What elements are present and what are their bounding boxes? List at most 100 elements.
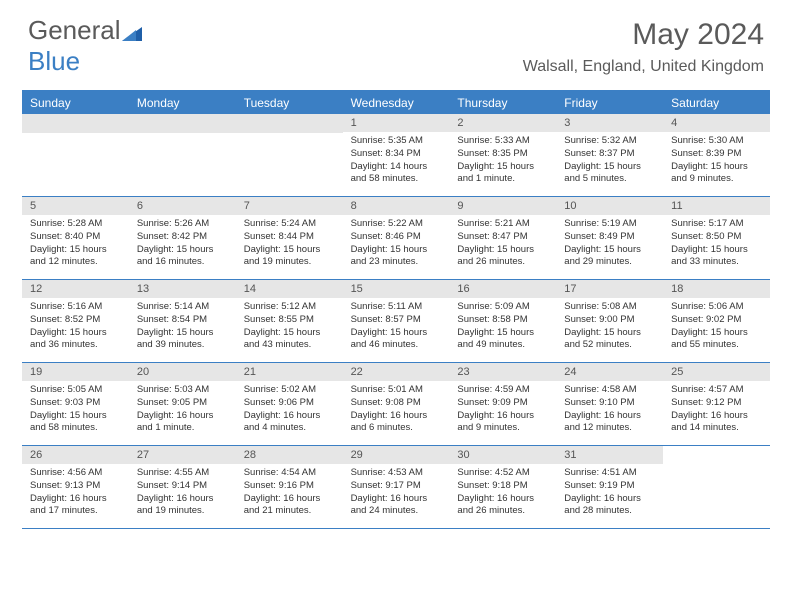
- sunset-text: Sunset: 8:46 PM: [351, 231, 442, 244]
- sunset-text: Sunset: 8:55 PM: [244, 314, 335, 327]
- week-row: 19Sunrise: 5:05 AMSunset: 9:03 PMDayligh…: [22, 363, 770, 446]
- sunset-text: Sunset: 9:18 PM: [457, 480, 548, 493]
- day-info: Sunrise: 5:21 AMSunset: 8:47 PMDaylight:…: [449, 215, 556, 273]
- day-number: 30: [449, 446, 556, 464]
- daylight-text: Daylight: 16 hours and 28 minutes.: [564, 493, 655, 519]
- day-number: 19: [22, 363, 129, 381]
- sunset-text: Sunset: 8:52 PM: [30, 314, 121, 327]
- sunset-text: Sunset: 8:39 PM: [671, 148, 762, 161]
- day-number: 6: [129, 197, 236, 215]
- day-cell: [22, 114, 129, 196]
- day-number: 21: [236, 363, 343, 381]
- daylight-text: Daylight: 15 hours and 23 minutes.: [351, 244, 442, 270]
- day-number: 16: [449, 280, 556, 298]
- sunrise-text: Sunrise: 5:14 AM: [137, 301, 228, 314]
- sunset-text: Sunset: 8:44 PM: [244, 231, 335, 244]
- day-cell: 12 Sunrise: 5:16 AMSunset: 8:52 PMDayligh…: [22, 280, 129, 362]
- day-info: Sunrise: 5:35 AMSunset: 8:34 PMDaylight:…: [343, 132, 450, 190]
- day-number: 31: [556, 446, 663, 464]
- sunset-text: Sunset: 9:10 PM: [564, 397, 655, 410]
- day-cell: [236, 114, 343, 196]
- day-info: Sunrise: 5:03 AMSunset: 9:05 PMDaylight:…: [129, 381, 236, 439]
- day-number: 28: [236, 446, 343, 464]
- day-cell: 8Sunrise: 5:22 AMSunset: 8:46 PMDaylight…: [343, 197, 450, 279]
- day-cell: 11Sunrise: 5:17 AMSunset: 8:50 PMDayligh…: [663, 197, 770, 279]
- day-cell: 4Sunrise: 5:30 AMSunset: 8:39 PMDaylight…: [663, 114, 770, 196]
- daylight-text: Daylight: 16 hours and 6 minutes.: [351, 410, 442, 436]
- weekday-header: Wednesday: [343, 92, 450, 114]
- sunrise-text: Sunrise: 5:33 AM: [457, 135, 548, 148]
- day-cell: [129, 114, 236, 196]
- day-info: Sunrise: 4:57 AMSunset: 9:12 PMDaylight:…: [663, 381, 770, 439]
- sunrise-text: Sunrise: 5:08 AM: [564, 301, 655, 314]
- day-cell: 7Sunrise: 5:24 AMSunset: 8:44 PMDaylight…: [236, 197, 343, 279]
- daylight-text: Daylight: 15 hours and 26 minutes.: [457, 244, 548, 270]
- brand-logo: GeneralBlue: [28, 18, 142, 73]
- day-info: Sunrise: 4:55 AMSunset: 9:14 PMDaylight:…: [129, 464, 236, 522]
- sunset-text: Sunset: 8:40 PM: [30, 231, 121, 244]
- day-info: Sunrise: 5:02 AMSunset: 9:06 PMDaylight:…: [236, 381, 343, 439]
- day-number: 12: [22, 280, 129, 298]
- day-cell: 23Sunrise: 4:59 AMSunset: 9:09 PMDayligh…: [449, 363, 556, 445]
- weeks-container: 1Sunrise: 5:35 AMSunset: 8:34 PMDaylight…: [22, 114, 770, 529]
- daylight-text: Daylight: 15 hours and 39 minutes.: [137, 327, 228, 353]
- daylight-text: Daylight: 14 hours and 58 minutes.: [351, 161, 442, 187]
- logo-triangle-icon: [122, 20, 142, 45]
- day-cell: 19Sunrise: 5:05 AMSunset: 9:03 PMDayligh…: [22, 363, 129, 445]
- weekday-header: Friday: [556, 92, 663, 114]
- sunset-text: Sunset: 8:47 PM: [457, 231, 548, 244]
- daylight-text: Daylight: 15 hours and 16 minutes.: [137, 244, 228, 270]
- day-number: 17: [556, 280, 663, 298]
- day-info: Sunrise: 5:12 AMSunset: 8:55 PMDaylight:…: [236, 298, 343, 356]
- day-number: 29: [343, 446, 450, 464]
- day-info: Sunrise: 5:28 AMSunset: 8:40 PMDaylight:…: [22, 215, 129, 273]
- day-info: Sunrise: 5:33 AMSunset: 8:35 PMDaylight:…: [449, 132, 556, 190]
- day-info: Sunrise: 4:56 AMSunset: 9:13 PMDaylight:…: [22, 464, 129, 522]
- sunset-text: Sunset: 8:37 PM: [564, 148, 655, 161]
- day-number: 22: [343, 363, 450, 381]
- weekday-header-row: SundayMondayTuesdayWednesdayThursdayFrid…: [22, 92, 770, 114]
- sunrise-text: Sunrise: 4:57 AM: [671, 384, 762, 397]
- sunrise-text: Sunrise: 5:32 AM: [564, 135, 655, 148]
- sunrise-text: Sunrise: 5:16 AM: [30, 301, 121, 314]
- sunrise-text: Sunrise: 5:19 AM: [564, 218, 655, 231]
- daylight-text: Daylight: 15 hours and 9 minutes.: [671, 161, 762, 187]
- sunrise-text: Sunrise: 5:30 AM: [671, 135, 762, 148]
- day-cell: 3Sunrise: 5:32 AMSunset: 8:37 PMDaylight…: [556, 114, 663, 196]
- day-cell: 29Sunrise: 4:53 AMSunset: 9:17 PMDayligh…: [343, 446, 450, 528]
- brand-part1: General: [28, 15, 121, 45]
- header: GeneralBlue May 2024 Walsall, England, U…: [0, 0, 792, 82]
- sunset-text: Sunset: 9:17 PM: [351, 480, 442, 493]
- day-cell: 9Sunrise: 5:21 AMSunset: 8:47 PMDaylight…: [449, 197, 556, 279]
- day-number: 8: [343, 197, 450, 215]
- day-info: Sunrise: 5:11 AMSunset: 8:57 PMDaylight:…: [343, 298, 450, 356]
- day-info: Sunrise: 5:09 AMSunset: 8:58 PMDaylight:…: [449, 298, 556, 356]
- daylight-text: Daylight: 15 hours and 46 minutes.: [351, 327, 442, 353]
- daylight-text: Daylight: 16 hours and 14 minutes.: [671, 410, 762, 436]
- daylight-text: Daylight: 16 hours and 21 minutes.: [244, 493, 335, 519]
- sunset-text: Sunset: 9:02 PM: [671, 314, 762, 327]
- day-cell: 25Sunrise: 4:57 AMSunset: 9:12 PMDayligh…: [663, 363, 770, 445]
- daylight-text: Daylight: 15 hours and 36 minutes.: [30, 327, 121, 353]
- sunrise-text: Sunrise: 4:51 AM: [564, 467, 655, 480]
- day-number: 7: [236, 197, 343, 215]
- sunrise-text: Sunrise: 5:05 AM: [30, 384, 121, 397]
- sunrise-text: Sunrise: 5:17 AM: [671, 218, 762, 231]
- day-info: Sunrise: 5:17 AMSunset: 8:50 PMDaylight:…: [663, 215, 770, 273]
- day-info: Sunrise: 5:22 AMSunset: 8:46 PMDaylight:…: [343, 215, 450, 273]
- sunrise-text: Sunrise: 5:24 AM: [244, 218, 335, 231]
- title-block: May 2024 Walsall, England, United Kingdo…: [523, 18, 764, 76]
- day-number: 1: [343, 114, 450, 132]
- sunset-text: Sunset: 9:00 PM: [564, 314, 655, 327]
- sunset-text: Sunset: 8:54 PM: [137, 314, 228, 327]
- month-title: May 2024: [523, 18, 764, 52]
- daylight-text: Daylight: 16 hours and 1 minute.: [137, 410, 228, 436]
- weekday-header: Tuesday: [236, 92, 343, 114]
- day-cell: 15Sunrise: 5:11 AMSunset: 8:57 PMDayligh…: [343, 280, 450, 362]
- daylight-text: Daylight: 15 hours and 58 minutes.: [30, 410, 121, 436]
- day-info: Sunrise: 4:58 AMSunset: 9:10 PMDaylight:…: [556, 381, 663, 439]
- sunrise-text: Sunrise: 5:03 AM: [137, 384, 228, 397]
- sunset-text: Sunset: 9:08 PM: [351, 397, 442, 410]
- daylight-text: Daylight: 15 hours and 5 minutes.: [564, 161, 655, 187]
- sunset-text: Sunset: 8:49 PM: [564, 231, 655, 244]
